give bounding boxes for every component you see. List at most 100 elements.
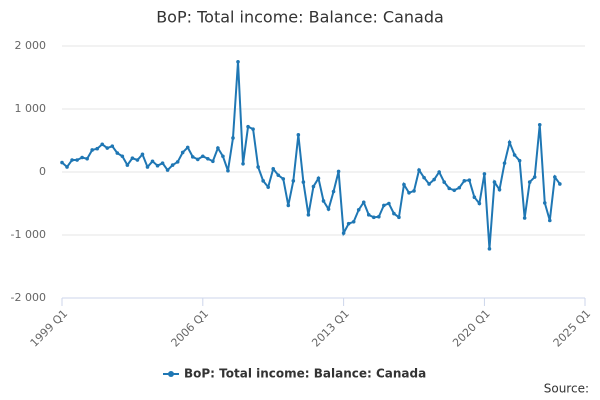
data-point [271,167,276,171]
data-point [160,161,165,165]
y-tick-label: 1 000 [15,102,47,115]
data-point [316,176,321,181]
data-point [417,168,421,172]
data-point [246,124,250,129]
data-point [477,201,482,206]
data-point [457,185,462,190]
y-tick-label: -1 000 [11,228,46,241]
data-point [201,154,205,159]
data-point [65,165,69,169]
data-point [447,186,452,191]
data-point [75,158,79,162]
data-point [276,173,281,177]
data-point [115,151,120,155]
data-point [517,158,522,163]
data-point [291,179,296,183]
data-point [100,142,105,147]
data-point [512,153,517,157]
source: Source: [544,382,589,396]
data-point [241,162,245,166]
data-point [60,160,64,165]
data-point [140,152,145,157]
data-point [135,158,140,162]
data-point [175,160,180,164]
x-tick-label: 2013 Q1 [309,307,352,350]
data-point [547,218,552,223]
data-point [85,156,89,161]
data-point [482,172,487,176]
data-point [95,146,100,151]
data-point [130,156,135,160]
data-point [150,159,155,164]
data-point [165,168,170,172]
data-point [155,163,160,168]
data-point [356,208,361,212]
data-point [402,182,406,187]
data-point [361,200,366,205]
data-point [331,189,336,194]
data-point [301,180,306,184]
data-point [341,231,346,235]
data-point [432,177,436,182]
data-point [110,144,115,148]
data-point [256,165,260,169]
data-point [281,177,286,181]
data-point [346,221,351,226]
data-point [377,214,381,219]
data-point [462,179,467,183]
data-point [407,190,411,195]
data-point [371,215,376,220]
y-tick-label: 2 000 [15,39,47,52]
data-point [216,146,220,150]
data-point [221,154,225,159]
data-point [226,168,230,173]
data-point [70,158,74,162]
data-point [392,211,396,216]
series-line [61,61,561,249]
data-point [507,140,512,145]
data-point [261,179,265,183]
data-point [321,199,326,203]
data-point [427,182,431,186]
data-point [145,165,150,169]
x-tick-label: 2006 Q1 [169,307,212,350]
legend-marker [168,371,174,377]
data-point [542,201,547,205]
data-point [553,175,557,179]
data-point [497,187,502,192]
data-point [532,175,537,179]
x-tick-label: 2025 Q1 [551,307,594,350]
chart-title: BoP: Total income: Balance: Canada [156,8,444,27]
data-point [397,215,401,220]
data-point [190,155,195,159]
data-point [236,59,240,64]
data-point [296,133,301,137]
data-point [452,188,457,193]
data-point [537,122,542,127]
data-point [185,145,190,150]
data-point [412,189,416,193]
data-point [180,150,185,155]
data-point [382,203,386,208]
data-point [387,201,391,206]
data-point [251,127,255,131]
data-point [472,195,477,199]
data-point [206,156,210,161]
x-tick-label: 1999 Q1 [28,307,71,350]
data-point [351,219,356,224]
data-point [125,163,130,167]
data-point [306,213,311,217]
data-point [487,247,492,251]
data-point [195,157,200,162]
data-point [492,180,497,184]
data-point [80,155,84,160]
legend-label: BoP: Total income: Balance: Canada [184,367,426,381]
data-point [326,207,331,211]
data-point [311,184,316,189]
y-tick-label: -2 000 [11,291,46,304]
data-point [336,169,341,174]
data-point [366,213,371,217]
x-tick-label: 2020 Q1 [450,307,493,350]
y-tick-label: 0 [39,165,46,178]
